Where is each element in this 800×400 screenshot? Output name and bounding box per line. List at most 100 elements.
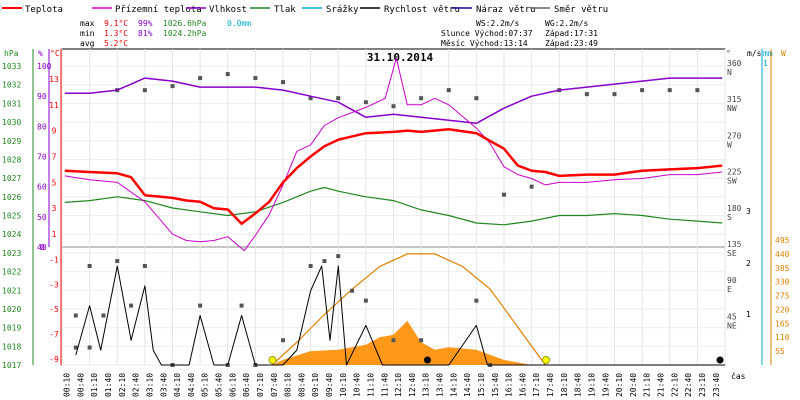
wind-direction-point bbox=[281, 80, 285, 85]
wind-direction-point bbox=[529, 184, 534, 189]
wind-direction-point bbox=[502, 192, 506, 197]
x-tick-label: 16:40 bbox=[518, 373, 527, 397]
legend-label-vlhkost: Vlhkost bbox=[209, 5, 247, 15]
temp-tick-label: 13 bbox=[49, 75, 59, 84]
hpa-tick-label: 1033 bbox=[2, 62, 21, 71]
stats-block: max 9.1°C 99% 1026.6hPa 0.0mm min 1.3°C … bbox=[80, 19, 251, 48]
dir-tick-label: E bbox=[727, 285, 732, 294]
wind-direction-point bbox=[87, 345, 92, 350]
pct-tick-label: 100 bbox=[37, 62, 52, 71]
w-tick-label: 385 bbox=[775, 264, 790, 273]
info-sun-set: Západ:17:31 bbox=[545, 29, 598, 38]
hpa-tick-label: 1032 bbox=[2, 81, 21, 90]
legend-label-tlak: Tlak bbox=[274, 5, 296, 15]
solar-theory-line bbox=[271, 253, 546, 366]
temp-tick-label: -3 bbox=[49, 280, 59, 289]
hpa-tick-label: 1031 bbox=[2, 99, 21, 108]
legend-label-prizemni-teplota: Přízemní teplota bbox=[115, 5, 202, 15]
wind-direction-point bbox=[73, 345, 78, 350]
x-tick-label: 14:40 bbox=[463, 373, 472, 397]
wind-gust-point bbox=[322, 259, 327, 264]
stats-max-label: max bbox=[80, 19, 95, 28]
stats-avg-label: avg bbox=[80, 39, 95, 48]
x-tick-label: 20:40 bbox=[629, 373, 638, 397]
wind-direction-point bbox=[308, 96, 313, 101]
chart-title: 31.10.2014 bbox=[367, 51, 434, 64]
ms-tick-label: 3 bbox=[746, 207, 751, 216]
wind-gust-point bbox=[281, 338, 285, 343]
series-line-rychlost-větru bbox=[75, 265, 725, 366]
x-tick-label: 08:10 bbox=[284, 373, 293, 397]
wind-gust-point bbox=[391, 338, 396, 343]
hpa-tick-label: 1020 bbox=[2, 305, 21, 314]
stats-max-hum: 99% bbox=[138, 19, 153, 28]
deg-tick-label: 360 bbox=[727, 59, 742, 68]
wind-direction-point bbox=[474, 96, 479, 101]
deg-tick-label: 90 bbox=[727, 276, 737, 285]
axes-layer: 1033103210311030102910281027102610251024… bbox=[2, 49, 790, 397]
x-tick-label: 03:10 bbox=[145, 373, 154, 397]
series-line-vlhkost bbox=[64, 77, 723, 125]
hpa-tick-label: 1024 bbox=[2, 230, 21, 239]
stats-avg-temp: 5.2°C bbox=[104, 39, 128, 48]
x-tick-label: 06:40 bbox=[242, 373, 251, 397]
x-tick-label: 06:10 bbox=[228, 373, 237, 397]
x-tick-label: 01:10 bbox=[90, 373, 99, 397]
x-tick-label: 17:10 bbox=[532, 373, 541, 397]
hpa-tick-label: 1018 bbox=[2, 342, 21, 351]
w-tick-label: 495 bbox=[775, 236, 790, 245]
w-tick-label: 55 bbox=[775, 347, 785, 356]
dir-tick-label: SW bbox=[727, 177, 737, 186]
unit-ms: m/s bbox=[747, 49, 762, 58]
unit-degc: °C bbox=[50, 49, 60, 58]
x-tick-label: 12:10 bbox=[394, 373, 403, 397]
unit-w: W bbox=[781, 49, 786, 58]
pct-tick-label: 80 bbox=[37, 122, 47, 131]
pct-tick-label: 50 bbox=[37, 213, 47, 222]
x-tick-label: 14:10 bbox=[449, 373, 458, 397]
x-tick-label: 22:10 bbox=[670, 373, 679, 397]
temp-tick-label: 5 bbox=[52, 178, 57, 187]
hpa-tick-label: 1022 bbox=[2, 268, 21, 277]
x-tick-label: 21:10 bbox=[643, 373, 652, 397]
temp-tick-label: -5 bbox=[49, 305, 59, 314]
wind-direction-point bbox=[446, 88, 451, 93]
wind-direction-point bbox=[391, 104, 396, 109]
x-tick-label: 15:10 bbox=[477, 373, 486, 397]
info-wg: WG:2.2m/s bbox=[545, 19, 589, 28]
wind-gust-point bbox=[198, 303, 203, 308]
x-tick-label: 10:10 bbox=[339, 373, 348, 397]
deg-tick-label: 135 bbox=[727, 240, 742, 249]
x-tick-label: 05:40 bbox=[215, 373, 224, 397]
unit-hpa: hPa bbox=[4, 49, 19, 58]
dir-tick-label: N bbox=[727, 68, 732, 77]
hpa-tick-label: 1030 bbox=[2, 118, 21, 127]
unit-mm: mm bbox=[763, 49, 773, 58]
hpa-tick-label: 1025 bbox=[2, 212, 21, 221]
x-tick-label: 02:10 bbox=[118, 373, 127, 397]
dir-tick-label: SE bbox=[727, 249, 737, 258]
x-tick-label: 07:40 bbox=[270, 373, 279, 397]
x-tick-label: 09:40 bbox=[325, 373, 334, 397]
stats-max-rain: 0.0mm bbox=[227, 19, 251, 28]
x-tick-label: 15:40 bbox=[491, 373, 500, 397]
info-moon: Měsíc Východ:13:14 bbox=[441, 39, 528, 48]
x-tick-label: 13:10 bbox=[422, 373, 431, 397]
moonset-marker bbox=[716, 356, 724, 364]
x-tick-label: 18:40 bbox=[574, 373, 583, 397]
hpa-tick-label: 1017 bbox=[2, 361, 21, 370]
x-tick-label: 13:40 bbox=[436, 373, 445, 397]
w-tick-label: 110 bbox=[775, 333, 790, 342]
x-tick-label: 20:10 bbox=[615, 373, 624, 397]
unit-deg: ° bbox=[726, 49, 731, 58]
x-tick-label: 16:10 bbox=[505, 373, 514, 397]
wind-gust-point bbox=[142, 264, 147, 268]
solar-radiation-area bbox=[271, 320, 532, 365]
wind-direction-point bbox=[253, 76, 258, 81]
hpa-tick-label: 1023 bbox=[2, 249, 21, 258]
x-tick-label: 02:40 bbox=[132, 373, 141, 397]
ms-tick-label: 2 bbox=[746, 259, 751, 268]
wind-direction-point bbox=[640, 88, 645, 93]
temp-tick-label: -9 bbox=[49, 355, 59, 364]
axis-units: hPa % °C ° m/s mm W čas bbox=[4, 49, 786, 381]
